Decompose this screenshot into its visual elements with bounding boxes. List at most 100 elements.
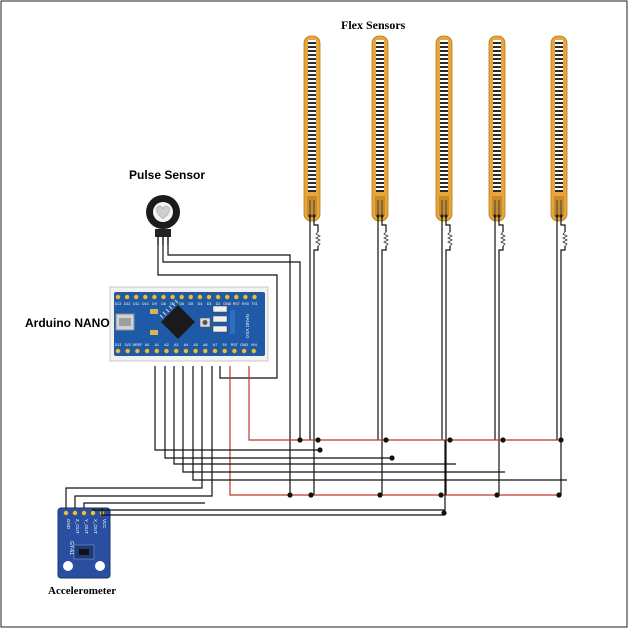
- wire: [74, 366, 213, 508]
- junction-dot: [377, 492, 383, 498]
- board-chip-text: NANO V3.0: [245, 314, 250, 338]
- flex-sensor-4: [488, 35, 506, 222]
- nano-bottom-pin-label: A1: [155, 343, 159, 347]
- nano-top-pin: [215, 294, 221, 300]
- junction-dot: [383, 437, 389, 443]
- nano-bottom-pin: [125, 348, 131, 354]
- accelerometer-pin: [72, 510, 78, 516]
- nano-bottom-pin: [241, 348, 247, 354]
- board-top-pin-row: D13D12D11D10D9D8D7D6D5D4D3D2GNDRSTRX0TX1: [115, 294, 258, 306]
- junction-dot: [494, 492, 500, 498]
- wire: [313, 246, 319, 495]
- wire: [381, 216, 387, 232]
- junction-dot: [500, 437, 506, 443]
- nano-bottom-pin-label: A0: [145, 343, 149, 347]
- wire: [498, 246, 504, 495]
- wire: [445, 246, 451, 495]
- junction-dot: [317, 447, 323, 453]
- accelerometer-pin-label: GND: [66, 519, 71, 530]
- nano-bottom-pin-label: A3: [174, 343, 178, 347]
- nano-top-pin: [115, 294, 121, 300]
- nano-bottom-pin: [173, 348, 179, 354]
- nano-top-pin: [224, 294, 230, 300]
- flex-sensors-title: Flex Sensors: [341, 18, 406, 32]
- wire: [92, 440, 446, 511]
- wire: [182, 366, 505, 473]
- flex-sensor-group: [303, 35, 568, 222]
- nano-top-pin: [151, 294, 157, 300]
- pulse-sensor-title: Pulse Sensor: [129, 168, 206, 182]
- wire: [101, 508, 444, 516]
- nano-top-pin-label: D5: [188, 302, 193, 306]
- nano-top-pin-label: D3: [207, 302, 212, 306]
- junction-dot: [297, 437, 303, 443]
- nano-top-pin-label: TX1: [251, 302, 258, 306]
- wire: [154, 366, 320, 451]
- nano-top-pin-label: D11: [133, 302, 139, 306]
- nano-bottom-pin-label: A7: [213, 343, 217, 347]
- accelerometer-module: GND Z_OUT Y_OUT X_OUT VCC GY-61: [57, 507, 111, 579]
- flex-sensor-2: [371, 35, 389, 222]
- nano-bottom-pin: [163, 348, 170, 354]
- wire: [167, 245, 291, 495]
- pulse-sensor: [146, 195, 180, 245]
- accelerometer-pin: [90, 510, 96, 516]
- nano-top-pin: [188, 294, 194, 300]
- resistor: [383, 231, 389, 247]
- junction-dot: [447, 437, 453, 443]
- wire-layer: [65, 216, 568, 516]
- nano-bottom-pin-label: AREF: [133, 343, 143, 347]
- nano-top-pin-label: RST: [233, 302, 241, 306]
- nano-bottom-pin-label: RST: [231, 343, 239, 347]
- nano-bottom-pin: [212, 348, 218, 354]
- accelerometer-pin: [81, 510, 87, 516]
- nano-bottom-pin: [251, 348, 257, 354]
- nano-top-pin: [133, 294, 139, 300]
- nano-bottom-pin-label: 3V3: [124, 343, 130, 347]
- flex-sensor-1: [303, 35, 321, 222]
- nano-bottom-pin-label: VIN: [251, 343, 257, 347]
- wire: [192, 366, 567, 481]
- nano-bottom-pin-label: 5V: [222, 343, 227, 347]
- wire: [445, 216, 451, 232]
- resistor: [500, 231, 506, 247]
- nano-top-pin: [179, 294, 185, 300]
- nano-top-pin-label: D4: [198, 302, 203, 306]
- wire: [381, 246, 387, 495]
- accelerometer-pin-label: Y_OUT: [84, 519, 89, 534]
- resistor: [562, 231, 568, 247]
- nano-bottom-pin: [115, 348, 121, 354]
- nano-top-pin: [233, 294, 239, 300]
- wire: [83, 502, 205, 508]
- nano-top-pin: [251, 294, 258, 300]
- nano-bottom-pin: [222, 348, 228, 354]
- junction-dot: [441, 510, 447, 516]
- board-bottom-pin-row: D13 3V3 AREF A0 A1 A2 A3 A4 A5 A6 A7 5V RST GND VIN: [115, 343, 257, 354]
- wire: [157, 245, 278, 379]
- accelerometer-model-text: GY-61: [68, 541, 74, 555]
- nano-top-pin-label: D8: [161, 302, 166, 306]
- junction-dot: [315, 437, 321, 443]
- nano-bottom-pin-label: A2: [164, 343, 168, 347]
- nano-bottom-pin: [144, 348, 150, 354]
- junction-dots: [287, 437, 564, 516]
- accelerometer-pin-label: VCC: [102, 519, 107, 529]
- flex-sensor-5: [550, 35, 568, 222]
- nano-bottom-pin: [183, 348, 189, 354]
- nano-bottom-pin-label: A5: [193, 343, 197, 347]
- nano-top-pin-label: D13: [115, 302, 122, 306]
- junction-dot: [389, 455, 395, 461]
- accelerometer-title: Accelerometer: [48, 585, 117, 597]
- accelerometer-pin-label: X_OUT: [93, 519, 98, 534]
- wire: [313, 216, 319, 232]
- resistor: [315, 231, 321, 247]
- wire: [248, 366, 561, 441]
- junction-dot: [558, 437, 564, 443]
- arduino-nano-board: D13D12D11D10D9D8D7D6D5D4D3D2GNDRSTRX0TX1…: [109, 286, 269, 362]
- nano-top-pin: [206, 294, 212, 300]
- microcontroller-chip: [161, 305, 195, 339]
- nano-top-pin-label: RX0: [242, 302, 249, 306]
